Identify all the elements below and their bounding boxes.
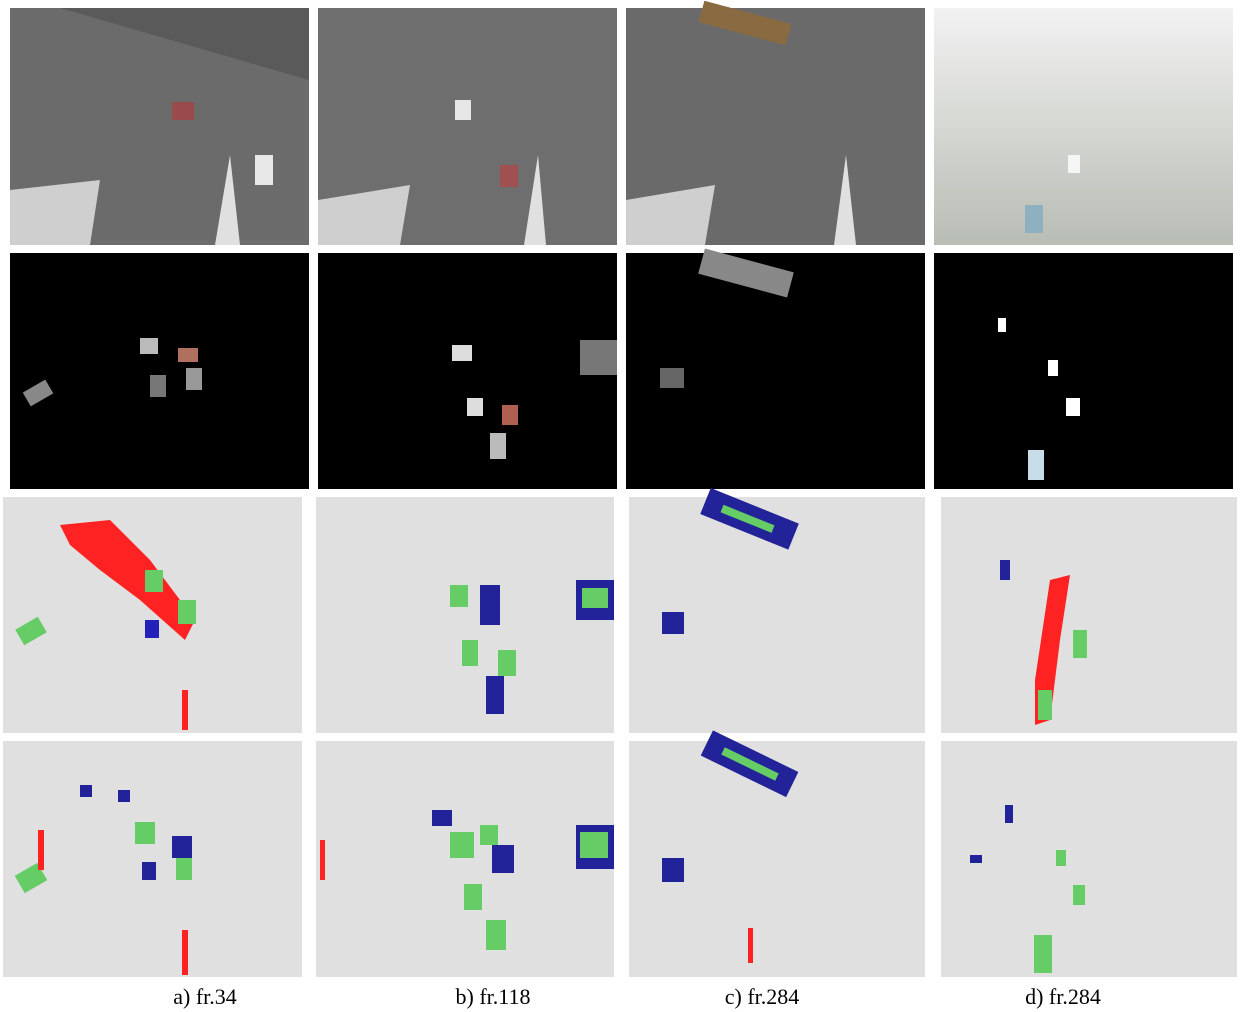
caption: c) fr.284 [612, 984, 912, 1010]
caption: b) fr.118 [343, 984, 643, 1010]
figure: a) fr.34 b) fr.118 c) fr.284 d) fr.284 [0, 0, 1240, 1012]
caption: d) fr.284 [913, 984, 1213, 1010]
image-grid [0, 0, 1240, 980]
result-row [3, 730, 1237, 977]
frame-row [10, 1, 1233, 245]
caption: a) fr.34 [55, 984, 355, 1010]
result-row [3, 488, 1237, 733]
mask-row [10, 249, 1233, 489]
